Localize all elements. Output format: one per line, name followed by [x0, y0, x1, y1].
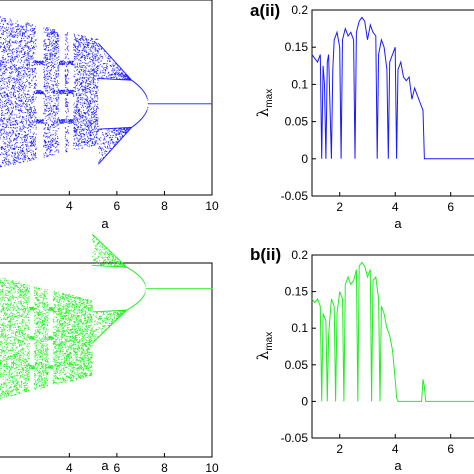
- y-tick-label: 0.2: [291, 248, 308, 262]
- y-axis-label-b-ii: λmax: [254, 332, 275, 360]
- x-ticks-a-i: 4 6 8 10: [66, 191, 219, 213]
- y-tick-label: 0.1: [291, 321, 308, 335]
- x-tick-label: 2: [336, 442, 343, 456]
- y-axis-symbol-b-ii: λ: [254, 350, 272, 360]
- y-tick-label: 0.05: [285, 358, 309, 372]
- y-tick-label: 0.05: [285, 115, 309, 129]
- plot-frame-a-ii: [311, 9, 474, 197]
- panel-a-ii: -0.05 0 0.05 0.1 0.15 0.2 2 4 6 a(ii) a λmax: [250, 1, 474, 231]
- x-tick-label: 6: [447, 442, 454, 456]
- x-tick-label: 8: [161, 461, 168, 474]
- panel-b-ii: -0.05 0 0.05 0.1 0.15 0.2 2 4 6 b(ii) a λmax: [250, 245, 474, 473]
- y-tick-label: 0.2: [291, 3, 308, 17]
- y-tick-label: -0.05: [281, 431, 309, 445]
- x-tick-label: 4: [66, 199, 73, 213]
- y-tick-label: 0: [301, 394, 308, 408]
- x-tick-label: 2: [336, 200, 343, 214]
- x-axis-label-b-i: a: [101, 458, 109, 473]
- y-axis-symbol-a-ii: λ: [254, 107, 272, 117]
- y-tick-label: -0.05: [281, 189, 309, 203]
- y-tick-label: 0.15: [285, 285, 309, 299]
- plot-frame-b-i: [0, 262, 213, 458]
- x-ticks-b-i: 4 6 8 10: [66, 453, 219, 474]
- series-line-b_ii: [311, 261, 474, 402]
- x-tick-label: 8: [161, 199, 168, 213]
- y-tick-label: 0: [301, 152, 308, 166]
- y-axis-label-a-ii: λmax: [254, 89, 275, 117]
- x-tick-label: 4: [392, 200, 399, 214]
- panel-label-a-ii: a(ii): [250, 1, 280, 20]
- bifurcation-points-a-i: [0, 16, 213, 168]
- y-axis-subscript-a-ii: max: [264, 89, 275, 108]
- panel-a-i: 4 6 8 10 a: [0, 0, 219, 231]
- x-tick-label: 6: [114, 461, 121, 474]
- x-tick-label: 4: [392, 442, 399, 456]
- x-axis-label-a-i: a: [101, 216, 109, 231]
- lyapunov-line-a-ii: [311, 16, 474, 160]
- x-tick-label: 4: [66, 461, 73, 474]
- x-axis-label-a-ii: a: [394, 216, 402, 231]
- x-tick-label: 6: [114, 199, 121, 213]
- x-tick-label: 10: [205, 461, 219, 474]
- x-tick-label: 6: [447, 200, 454, 214]
- y-axis-subscript-b-ii: max: [264, 332, 275, 351]
- y-tick-label: 0.15: [285, 40, 309, 54]
- plot-frame-b-ii: [311, 254, 474, 439]
- plot-frame-a-i: [0, 0, 213, 196]
- panel-label-b-ii: b(ii): [250, 245, 281, 264]
- series-line-a_ii: [311, 16, 474, 160]
- y-tick-label: 0.1: [291, 77, 308, 91]
- lyapunov-line-b-ii: [311, 261, 474, 402]
- axis-ticks-a-ii: -0.05 0 0.05 0.1 0.15 0.2 2 4 6: [281, 3, 455, 214]
- bifurcation-points-b-i: [0, 234, 213, 399]
- axis-ticks-b-ii: -0.05 0 0.05 0.1 0.15 0.2 2 4 6: [281, 248, 455, 456]
- bifurcation-dots-a_i: [0, 16, 213, 168]
- bifurcation-dots-b_i: [0, 234, 213, 399]
- panel-b-i: 4 6 8 10 a: [0, 234, 219, 474]
- x-tick-label: 10: [205, 199, 219, 213]
- x-axis-label-b-ii: a: [394, 458, 402, 473]
